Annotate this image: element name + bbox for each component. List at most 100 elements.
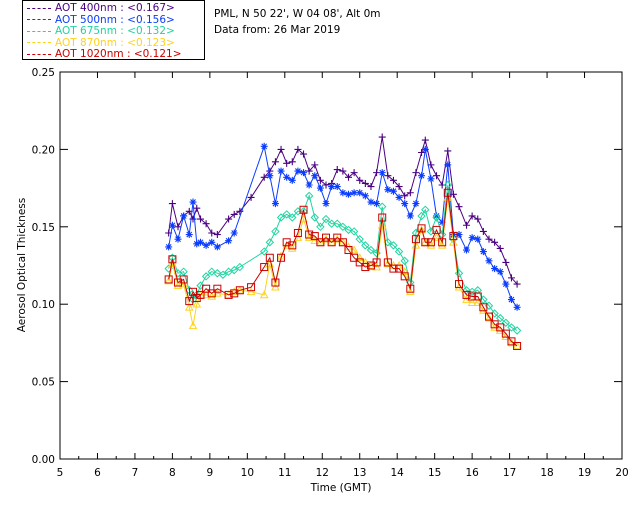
data-point bbox=[444, 161, 451, 168]
data-point bbox=[169, 200, 176, 207]
data-point bbox=[193, 205, 200, 212]
data-point bbox=[367, 183, 374, 190]
data-point bbox=[444, 147, 451, 154]
data-point bbox=[190, 199, 197, 206]
data-point bbox=[390, 188, 397, 195]
data-point bbox=[278, 146, 285, 153]
data-point bbox=[317, 185, 324, 192]
data-point bbox=[362, 192, 369, 199]
data-point bbox=[261, 143, 268, 150]
x-tick-label: 11 bbox=[278, 467, 291, 479]
data-point bbox=[469, 234, 476, 241]
data-point bbox=[469, 212, 476, 219]
data-point bbox=[323, 200, 330, 207]
series-line bbox=[169, 137, 517, 284]
data-point bbox=[474, 236, 481, 243]
data-point bbox=[514, 304, 521, 311]
x-tick-label: 10 bbox=[241, 467, 254, 479]
data-point bbox=[480, 248, 487, 255]
data-point bbox=[485, 257, 492, 264]
data-point bbox=[433, 172, 440, 179]
x-axis-label: Time (GMT) bbox=[310, 482, 372, 494]
data-point bbox=[283, 160, 290, 167]
data-point bbox=[463, 222, 470, 229]
data-point bbox=[283, 174, 290, 181]
data-point bbox=[407, 189, 414, 196]
series-0 bbox=[165, 134, 520, 288]
plot-frame bbox=[60, 72, 622, 459]
data-point bbox=[396, 194, 403, 201]
data-point bbox=[367, 199, 374, 206]
data-point bbox=[300, 169, 307, 176]
data-point bbox=[362, 180, 369, 187]
data-point bbox=[379, 169, 386, 176]
data-point bbox=[186, 231, 193, 238]
x-tick-label: 15 bbox=[428, 467, 441, 479]
data-point bbox=[422, 137, 429, 144]
data-point bbox=[208, 229, 215, 236]
data-point bbox=[289, 177, 296, 184]
x-tick-label: 18 bbox=[540, 467, 553, 479]
data-point bbox=[334, 183, 341, 190]
data-point bbox=[502, 259, 509, 266]
data-point bbox=[278, 168, 285, 175]
data-point bbox=[497, 268, 504, 275]
y-axis-label: Aerosol Optical Thickness bbox=[16, 198, 28, 332]
data-point bbox=[165, 243, 172, 250]
data-point bbox=[225, 237, 232, 244]
x-tick-label: 12 bbox=[316, 467, 329, 479]
data-point bbox=[272, 200, 279, 207]
data-point bbox=[401, 200, 408, 207]
data-point bbox=[175, 236, 182, 243]
x-tick-label: 13 bbox=[353, 467, 366, 479]
data-point bbox=[456, 203, 463, 210]
data-point bbox=[502, 281, 509, 288]
data-point bbox=[485, 236, 492, 243]
series-2 bbox=[165, 182, 520, 335]
data-point bbox=[407, 212, 414, 219]
data-point bbox=[474, 216, 481, 223]
data-point bbox=[491, 265, 498, 272]
data-point bbox=[311, 172, 318, 179]
x-tick-label: 7 bbox=[132, 467, 139, 479]
x-tick-label: 20 bbox=[615, 467, 628, 479]
data-point bbox=[418, 172, 425, 179]
series-line bbox=[169, 197, 517, 346]
series-4 bbox=[165, 189, 520, 349]
data-point bbox=[339, 189, 346, 196]
data-point bbox=[208, 239, 215, 246]
y-tick-label: 0.15 bbox=[32, 222, 55, 234]
y-tick-label: 0.25 bbox=[32, 67, 55, 79]
x-tick-label: 16 bbox=[465, 467, 479, 479]
series-line bbox=[169, 185, 517, 331]
x-tick-label: 17 bbox=[503, 467, 516, 479]
data-point bbox=[345, 191, 352, 198]
data-point bbox=[480, 228, 487, 235]
data-point bbox=[356, 177, 363, 184]
y-tick-label: 0.10 bbox=[32, 299, 55, 311]
data-point bbox=[266, 172, 273, 179]
data-point bbox=[272, 158, 279, 165]
x-tick-label: 5 bbox=[57, 467, 64, 479]
data-point bbox=[379, 134, 386, 141]
x-tick-label: 9 bbox=[207, 467, 214, 479]
data-point bbox=[169, 222, 176, 229]
data-point bbox=[422, 146, 429, 153]
data-point bbox=[508, 296, 515, 303]
data-point bbox=[401, 192, 408, 199]
data-point bbox=[180, 212, 187, 219]
data-point bbox=[463, 247, 470, 254]
x-tick-label: 8 bbox=[169, 467, 176, 479]
data-point bbox=[231, 229, 238, 236]
data-point bbox=[197, 239, 204, 246]
data-point bbox=[384, 186, 391, 193]
data-point bbox=[427, 175, 434, 182]
data-point bbox=[214, 243, 221, 250]
x-tick-label: 14 bbox=[391, 467, 405, 479]
data-point bbox=[214, 231, 221, 238]
data-point bbox=[306, 182, 313, 189]
data-point bbox=[334, 166, 341, 173]
y-tick-label: 0.20 bbox=[32, 144, 55, 156]
series-line bbox=[169, 193, 517, 346]
